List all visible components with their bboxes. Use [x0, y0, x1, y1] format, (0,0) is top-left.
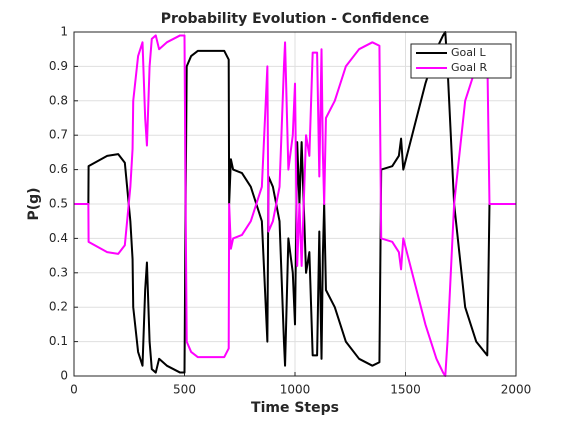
y-tick-label: 0.9 — [49, 59, 68, 73]
y-tick-label: 0.6 — [49, 162, 68, 176]
x-tick-label: 0 — [70, 383, 78, 397]
y-tick-label: 0.2 — [49, 300, 68, 314]
legend-label: Goal L — [451, 46, 487, 59]
y-tick-label: 0.7 — [49, 128, 68, 142]
axes-box — [73, 31, 517, 377]
y-tick-label: 0.1 — [49, 334, 68, 348]
y-axis-label: P(g) — [26, 187, 42, 220]
chart-title: Probability Evolution - Confidence — [161, 11, 430, 27]
x-tick-label: 500 — [173, 383, 196, 397]
series-line — [74, 31, 516, 374]
x-tick-label: 2000 — [501, 383, 532, 397]
series-line — [74, 34, 516, 377]
legend-label: Goal R — [451, 61, 488, 74]
y-tick-label: 1 — [60, 25, 68, 39]
x-tick-label: 1500 — [390, 383, 421, 397]
y-tick-label: 0.5 — [49, 197, 68, 211]
y-tick-label: 0.8 — [49, 93, 68, 107]
legend-box — [410, 43, 512, 79]
x-axis-label: Time Steps — [251, 400, 339, 416]
y-tick-label: 0.4 — [49, 231, 68, 245]
y-tick-label: 0.3 — [49, 265, 68, 279]
y-tick-label: 0 — [60, 369, 68, 383]
x-tick-label: 1000 — [280, 383, 311, 397]
